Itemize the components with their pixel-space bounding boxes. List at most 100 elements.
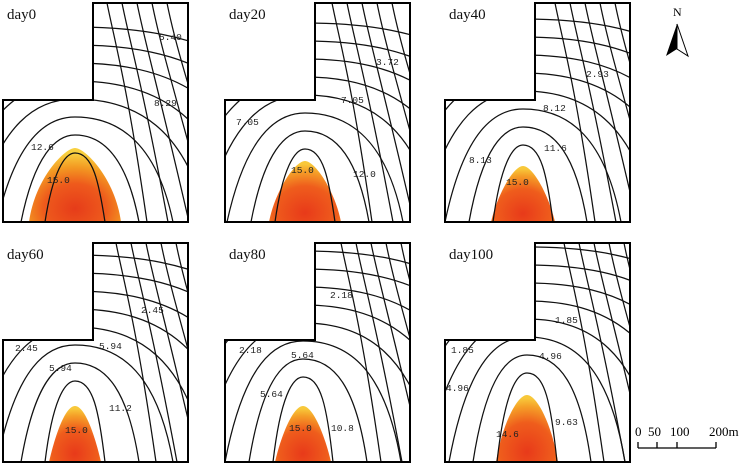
contour-label: 2.18 [330, 290, 353, 301]
contour-line [355, 243, 403, 462]
contour-label: 8.13 [469, 155, 492, 166]
north-arrow-dark-half [666, 24, 677, 56]
panel-title: day60 [7, 247, 44, 263]
contour-label: 15.0 [65, 425, 88, 436]
contour-label: 12.6 [31, 142, 54, 153]
contour-line [160, 243, 188, 462]
contour-line [3, 344, 174, 462]
panel-title: day100 [449, 247, 493, 263]
contour-label: 3.72 [376, 57, 399, 68]
contour-line [400, 243, 410, 462]
scale-bar-line [637, 442, 717, 449]
contour-label: 4.96 [539, 351, 562, 362]
contour-label: 14.6 [496, 429, 519, 440]
panel-title: day0 [7, 7, 36, 23]
panel-title: day80 [229, 247, 266, 263]
contour-line [623, 243, 630, 462]
contour-line [130, 243, 178, 462]
heat-region [29, 148, 121, 222]
panel-title: day20 [229, 7, 266, 23]
contour-line [376, 3, 410, 222]
scale-tick-100: 100 [670, 424, 690, 439]
contour-label: 5.40 [159, 32, 182, 43]
contour-line [614, 3, 630, 222]
contour-line [445, 54, 630, 222]
scale-tick-50: 50 [648, 424, 661, 439]
contour-label: 5.64 [291, 350, 314, 361]
contour-label: 15.0 [47, 175, 70, 186]
contour-line [274, 148, 336, 222]
contour-line [248, 358, 368, 462]
contour-line [121, 3, 169, 222]
contour-label: 4.96 [446, 383, 469, 394]
contour-line [578, 243, 626, 462]
north-label: N [673, 5, 682, 19]
scale-tick-0: 0 [635, 424, 642, 439]
heat-region [49, 406, 101, 462]
contour-label: 8.12 [543, 103, 566, 114]
contour-label: 8.29 [154, 98, 177, 109]
contour-line [599, 3, 630, 222]
contour-line [445, 108, 622, 222]
contour-label: 15.0 [291, 165, 314, 176]
contour-line [554, 3, 596, 222]
contour-line [593, 243, 630, 462]
contour-line [340, 243, 382, 462]
contour-line [3, 308, 188, 462]
contour-line [472, 354, 592, 462]
heat-region [496, 395, 558, 462]
contour-line [272, 376, 334, 462]
contour-line [331, 3, 373, 222]
contour-line [225, 340, 402, 462]
heat-region [275, 406, 331, 462]
contour-label: 2.93 [586, 69, 609, 80]
north-arrow: N [666, 5, 689, 58]
contour-line [584, 3, 630, 222]
contour-line [569, 3, 617, 222]
scale-bar: 0 50 100 200m [635, 424, 739, 449]
contour-line [250, 130, 370, 222]
contour-label: 1.85 [451, 345, 474, 356]
contour-label: 2.45 [141, 305, 164, 316]
contour-line [106, 3, 148, 222]
contour-line [346, 3, 394, 222]
contour-line [492, 144, 554, 222]
contour-line [44, 152, 106, 222]
contour-line [115, 243, 157, 462]
contour-line [3, 290, 188, 462]
contour-line [175, 243, 188, 462]
contour-line [468, 126, 588, 222]
panel-title: day40 [449, 7, 486, 23]
site-boundary [2, 242, 189, 463]
contour-label: 10.8 [331, 423, 354, 434]
contour-label: 7.05 [236, 117, 259, 128]
contour-line [151, 3, 188, 222]
contour-label: 5.64 [260, 389, 283, 400]
contour-label: 12.0 [353, 169, 376, 180]
contour-label: 7.05 [341, 95, 364, 106]
contour-label: 1.85 [555, 315, 578, 326]
contour-label: 11.6 [544, 143, 567, 154]
contour-line [20, 362, 140, 462]
contour-line [563, 243, 605, 462]
contour-line [225, 286, 410, 462]
contour-label: 15.0 [289, 423, 312, 434]
contour-line [361, 3, 410, 222]
contour-line [44, 380, 106, 462]
north-arrow-light-half [676, 23, 689, 58]
contour-line [391, 3, 410, 222]
site-boundary [444, 2, 631, 223]
contour-line [166, 3, 188, 222]
site-boundary [444, 242, 631, 463]
contour-line [145, 243, 188, 462]
contour-line [3, 272, 188, 462]
contour-label: 9.63 [555, 417, 578, 428]
contour-line [3, 116, 174, 222]
site-boundary [2, 2, 189, 223]
contour-line [608, 243, 630, 462]
contour-line [226, 112, 404, 222]
contour-line [385, 243, 410, 462]
heat-region [269, 161, 341, 222]
scale-tick-200m: 200m [709, 424, 739, 439]
